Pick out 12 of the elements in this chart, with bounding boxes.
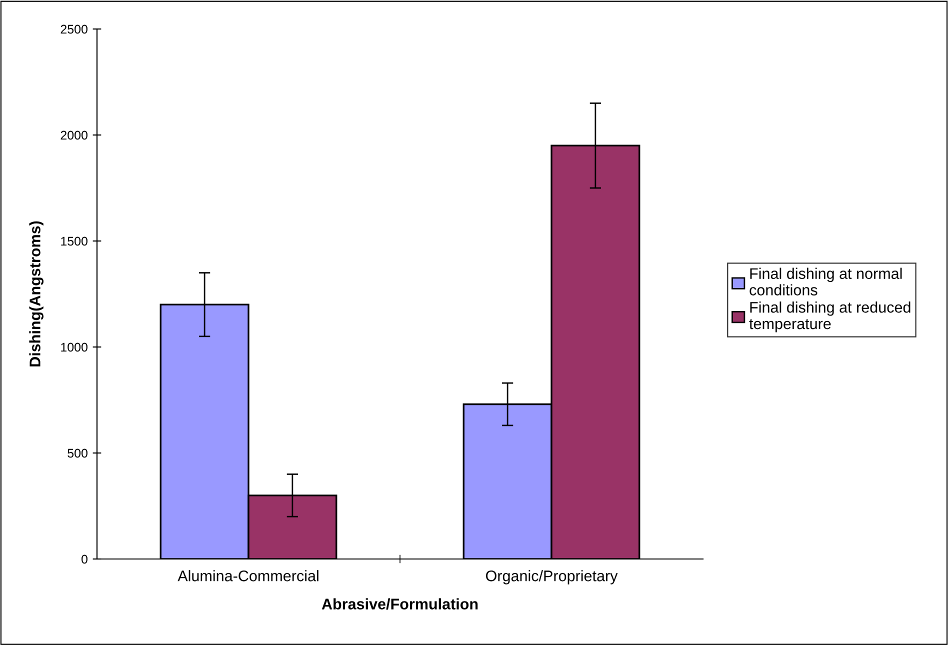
y-axis-title: Dishing(Angstroms) <box>29 221 44 366</box>
y-tick-label: 0 <box>82 554 88 564</box>
legend-label: Final dishing at reduced temperature <box>749 302 910 332</box>
y-tick-label: 2500 <box>60 24 88 34</box>
x-tick-label: Alumina-Commercial <box>178 570 318 582</box>
x-tick-label: Organic/Proprietary <box>486 570 618 584</box>
y-tick-label: 2000 <box>60 130 88 140</box>
y-tick-label: 1500 <box>61 236 88 246</box>
legend-label: Final dishing at normal conditions <box>750 268 902 296</box>
y-tick-label: 500 <box>68 448 88 458</box>
x-axis-title: Abrasive/Formulation <box>322 598 478 610</box>
y-tick-label: 1000 <box>61 342 88 352</box>
